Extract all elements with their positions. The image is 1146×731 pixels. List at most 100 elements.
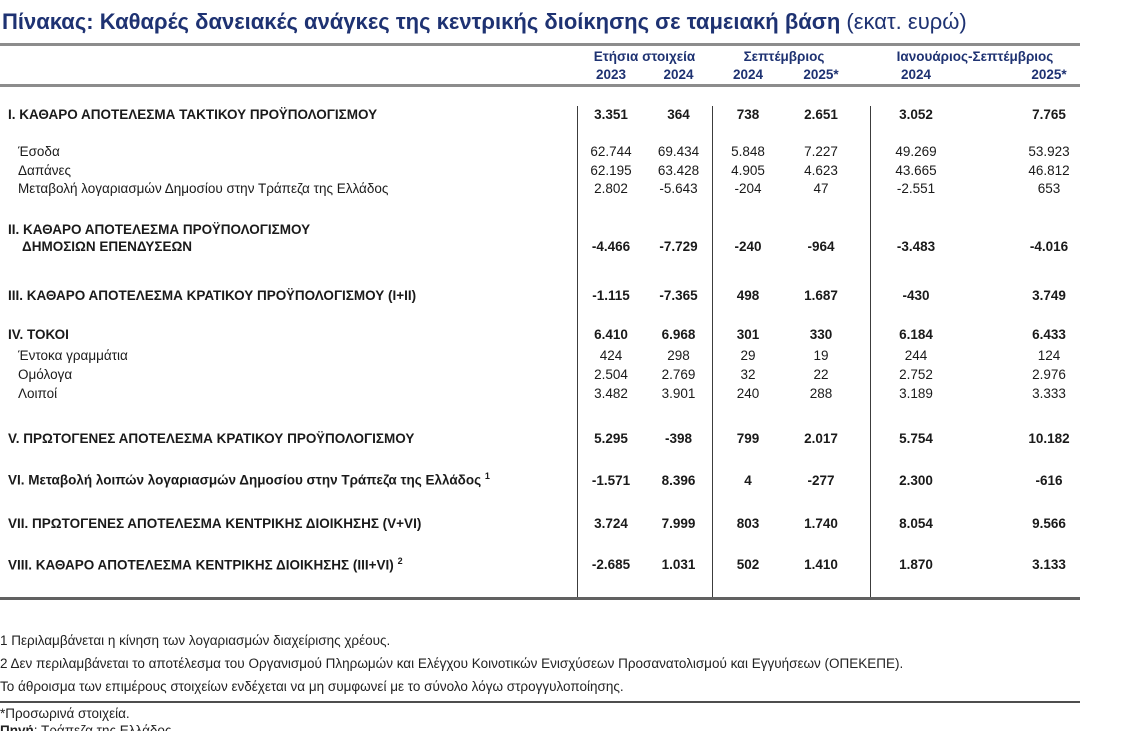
value-cell: -7.729 [659,239,698,254]
value-cell: -5.643 [659,181,698,196]
row-label: Μεταβολή λογαριασμών Δημοσίου στην Τράπε… [18,181,389,196]
value-cell: 240 [736,386,760,401]
table-row: IV. ΤΟΚΟΙ 6.410 6.968 301 330 6.184 6.43… [0,326,1080,343]
value-cell: -616 [1035,472,1063,488]
value-cell: 364 [667,107,690,122]
table-row: III. ΚΑΘΑΡΟ ΑΠΟΤΕΛΕΣΜΑ ΚΡΑΤΙΚΟΥ ΠΡΟΫΠΟΛΟ… [0,287,1080,304]
value-cell: 47 [813,181,829,196]
table-top-rule [0,43,1080,46]
value-cell: 301 [736,327,760,342]
value-cell: 6.968 [661,327,696,342]
table-body: I. ΚΑΘΑΡΟ ΑΠΟΤΕΛΕΣΜΑ ΤΑΚΤΙΚΟΥ ΠΡΟΫΠΟΛΟΓΙ… [0,106,1080,597]
table-row: Ομόλογα 2.504 2.769 32 22 2.752 2.976 [0,366,1080,383]
value-cell: 2.802 [594,181,628,196]
footnote-ref-2: 2 [397,555,403,566]
rounding-note: Το άθροισμα των επιμέρους στοιχείων ενδέ… [0,679,624,694]
footnote-2: 2 Δεν περιλαμβάνεται το αποτέλεσμα του Ο… [0,656,904,671]
value-cell: 3.724 [594,515,628,531]
table-row: Δαπάνες 62.195 63.428 4.905 4.623 43.665… [0,162,1080,179]
value-cell: -204 [734,181,762,196]
value-cell: 49.269 [895,144,937,159]
row-label: VI. Μεταβολή λοιπών λογαριασμών Δημοσίου… [0,468,577,489]
corner-cell [0,48,577,66]
data-table: Ετήσια στοιχεία Σεπτέμβριος Ιανουάριος-Σ… [0,43,1080,600]
value-cell: 7.227 [804,144,838,159]
value-cell: -2.685 [591,557,631,572]
year-header-row: 2023 2024 2024 2025* 2024 2025* [0,66,1080,84]
row-label: Έντοκα γραμμάτια [18,348,128,363]
table-row: Λοιποί 3.482 3.901 240 288 3.189 3.333 [0,385,1080,402]
value-cell: -4.466 [591,239,631,254]
value-cell: -7.365 [659,288,698,303]
value-cell: 2.651 [804,107,838,122]
column-divider [712,106,713,597]
source-note: Πηγή: Τράπεζα της Ελλάδος. [0,722,1080,731]
footnote-ref-1: 1 [484,471,490,481]
value-cell: 799 [736,431,760,446]
footnotes: 1 Περιλαμβάνεται η κίνηση των λογαριασμώ… [0,629,1080,731]
table-row: V. ΠΡΩΤΟΓΕΝΕΣ ΑΠΟΤΕΛΕΣΜΑ ΚΡΑΤΙΚΟΥ ΠΡΟΫΠΟ… [0,430,1080,447]
source-text: : Τράπεζα της Ελλάδος. [33,723,176,731]
value-cell: 2.976 [1032,367,1066,382]
row-label: I. ΚΑΘΑΡΟ ΑΠΟΤΕΛΕΣΜΑ ΤΑΚΤΙΚΟΥ ΠΡΟΫΠΟΛΟΓΙ… [8,107,378,122]
value-cell: 1.410 [804,557,838,572]
value-cell: 8.396 [661,472,696,488]
row-label: III. ΚΑΘΑΡΟ ΑΠΟΤΕΛΕΣΜΑ ΚΡΑΤΙΚΟΥ ΠΡΟΫΠΟΛΟ… [8,288,417,303]
value-cell: 3.133 [1032,557,1066,572]
table-row: VIII. ΚΑΘΑΡΟ ΑΠΟΤΕΛΕΣΜΑ ΚΕΝΤΡΙΚΗΣ ΔΙΟΙΚΗ… [0,553,1080,574]
header-rule [0,84,1080,87]
value-cell: 4.905 [731,163,765,178]
year-cell: 2024 [732,67,764,82]
value-cell: 1.687 [804,288,838,303]
value-cell: 6.410 [594,327,628,342]
value-cell: 3.351 [594,107,628,122]
value-cell: 2.769 [661,367,696,382]
table-row: VII. ΠΡΩΤΟΓΕΝΕΣ ΑΠΟΤΕΛΕΣΜΑ ΚΕΝΤΡΙΚΗΣ ΔΙΟ… [0,515,1080,532]
row-label: IV. ΤΟΚΟΙ [8,327,69,342]
value-cell: 8.054 [899,515,933,531]
row-label: Έσοδα [18,144,60,159]
row-label: VIII. ΚΑΘΑΡΟ ΑΠΟΤΕΛΕΣΜΑ ΚΕΝΤΡΙΚΗΣ ΔΙΟΙΚΗ… [0,553,577,574]
row-label-line2: ΔΗΜΟΣΙΩΝ ΕΠΕΝΔΥΣΕΩΝ [22,239,193,254]
value-cell: 62.744 [590,144,632,159]
value-cell: -240 [734,239,762,254]
value-cell: 288 [809,386,833,401]
column-group-row: Ετήσια στοιχεία Σεπτέμβριος Ιανουάριος-Σ… [0,46,1080,66]
value-cell: -1.115 [592,288,630,303]
value-cell: 5.848 [731,144,765,159]
corner-cell [0,66,577,84]
value-cell: 738 [736,107,760,122]
value-cell: 3.749 [1032,288,1066,303]
value-cell: 424 [599,348,623,363]
value-cell: 298 [667,348,690,363]
value-cell: 124 [1037,348,1061,363]
value-cell: 69.434 [657,144,700,159]
value-cell: 3.189 [899,386,933,401]
value-cell: -1.571 [591,472,631,488]
value-cell: 32 [740,367,756,382]
value-cell: 244 [904,348,928,363]
row-label: VII. ΠΡΩΤΟΓΕΝΕΣ ΑΠΟΤΕΛΕΣΜΑ ΚΕΝΤΡΙΚΗΣ ΔΙΟ… [8,515,422,531]
value-cell: 5.754 [899,431,933,446]
group-label-annual: Ετήσια στοιχεία [593,49,696,64]
year-cell: 2025* [1031,67,1067,82]
row-label-text: VIII. ΚΑΘΑΡΟ ΑΠΟΤΕΛΕΣΜΑ ΚΕΝΤΡΙΚΗΣ ΔΙΟΙΚΗ… [8,557,394,572]
column-divider [870,106,871,597]
group-label-september: Σεπτέμβριος [743,49,825,64]
source-label: Πηγή [0,723,34,731]
table-row: II. ΚΑΘΑΡΟ ΑΠΟΤΕΛΕΣΜΑ ΠΡΟΫΠΟΛΟΓΙΣΜΟΥ ΔΗΜ… [0,221,1080,255]
value-cell: 63.428 [657,163,700,178]
table-row: Μεταβολή λογαριασμών Δημοσίου στην Τράπε… [0,180,1080,197]
value-cell: 46.812 [1028,163,1070,178]
value-cell: 6.433 [1032,327,1066,342]
row-label: Λοιποί [18,386,58,401]
value-cell: 3.052 [899,107,933,122]
value-cell: 7.999 [661,515,696,531]
value-cell: -964 [807,239,835,254]
value-cell: 803 [736,515,760,531]
group-label-jansep: Ιανουάριος-Σεπτέμβριος [896,49,1054,64]
value-cell: 22 [813,367,829,382]
value-cell: 1.740 [804,515,838,531]
value-cell: 498 [736,288,760,303]
